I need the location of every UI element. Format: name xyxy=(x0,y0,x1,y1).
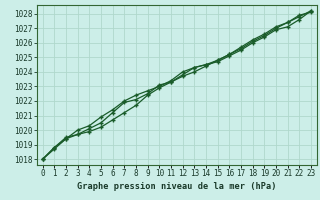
X-axis label: Graphe pression niveau de la mer (hPa): Graphe pression niveau de la mer (hPa) xyxy=(77,182,276,191)
